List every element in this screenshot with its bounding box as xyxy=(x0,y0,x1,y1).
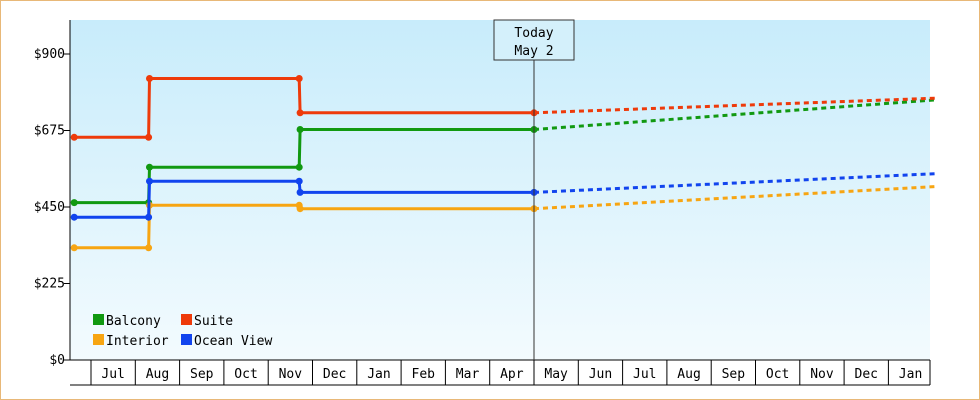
y-tick-label: $450 xyxy=(34,200,65,215)
series-balcony xyxy=(70,98,936,207)
y-tick-label: $900 xyxy=(34,47,65,62)
today-box xyxy=(493,19,575,61)
x-tick-label: Oct xyxy=(766,367,789,382)
x-tick-label: Jan xyxy=(367,367,390,382)
series-line-forecast xyxy=(533,98,936,131)
series-point xyxy=(295,75,303,82)
x-tick-label: Dec xyxy=(323,367,346,382)
series-layer xyxy=(70,75,936,252)
x-tick-label: Jul xyxy=(633,367,656,382)
series-point xyxy=(296,188,304,196)
series-point xyxy=(70,244,78,252)
x-tick-label: Aug xyxy=(146,367,169,382)
series-line-forecast xyxy=(533,96,935,115)
series-point xyxy=(70,199,78,207)
x-tick-label: Aug xyxy=(677,367,700,382)
series-point xyxy=(145,244,153,252)
series-point xyxy=(146,75,153,82)
series-line-actual xyxy=(74,179,534,219)
series-point xyxy=(146,177,153,185)
y-tick-label: $675 xyxy=(34,124,65,139)
series-line-actual xyxy=(74,77,534,139)
x-tick-label: Sep xyxy=(722,367,746,382)
y-tick-label: $225 xyxy=(34,277,65,292)
x-tick-label: Mar xyxy=(456,367,480,382)
axes-layer: $0 $225 $450 $675 $900 Jul Aug Sep Oct Nov Dec Jan F… xyxy=(34,20,931,386)
legend-label: Suite xyxy=(194,314,233,329)
legend-label: Ocean View xyxy=(194,334,272,349)
series-ocean-view xyxy=(70,172,935,221)
series-point xyxy=(295,177,303,185)
x-tick-label: Feb xyxy=(412,367,436,382)
series-point xyxy=(295,163,303,171)
series-line-actual xyxy=(74,128,534,205)
series-point xyxy=(145,133,153,141)
legend-swatch xyxy=(181,334,192,345)
series-line-forecast xyxy=(533,172,935,194)
x-tick-label: Oct xyxy=(234,367,257,382)
series-point xyxy=(70,133,78,141)
x-tick-label: Nov xyxy=(279,367,303,382)
x-tick-label: Jan xyxy=(899,367,922,382)
series-point xyxy=(70,213,78,221)
today-marker: Today May 2 xyxy=(493,19,575,360)
y-tick-label: $0 xyxy=(49,353,65,368)
x-tick-label: Sep xyxy=(190,367,214,382)
series-point xyxy=(296,109,304,117)
x-tick-label: Nov xyxy=(810,367,834,382)
x-tick-label: May xyxy=(544,367,568,382)
x-tick-label: Apr xyxy=(500,367,524,382)
series-point xyxy=(296,126,304,133)
today-date: May 2 xyxy=(514,44,553,59)
legend-swatch xyxy=(93,334,104,345)
today-label: Today xyxy=(514,26,553,41)
legend: Balcony Suite Interior Ocean View xyxy=(93,314,272,349)
series-point xyxy=(145,213,153,221)
series-line-forecast xyxy=(533,185,935,211)
x-tick-label: Jun xyxy=(589,367,612,382)
series-point xyxy=(146,163,153,171)
x-tick-label: Dec xyxy=(855,367,878,382)
x-tick-label: Jul xyxy=(101,367,124,382)
series-suite xyxy=(70,75,935,141)
plot-background xyxy=(70,20,930,360)
legend-swatch xyxy=(181,314,192,325)
legend-label: Interior xyxy=(106,334,169,349)
legend-swatch xyxy=(93,314,104,325)
legend-label: Balcony xyxy=(106,314,161,329)
series-line-actual xyxy=(74,203,534,250)
series-point xyxy=(296,205,304,213)
